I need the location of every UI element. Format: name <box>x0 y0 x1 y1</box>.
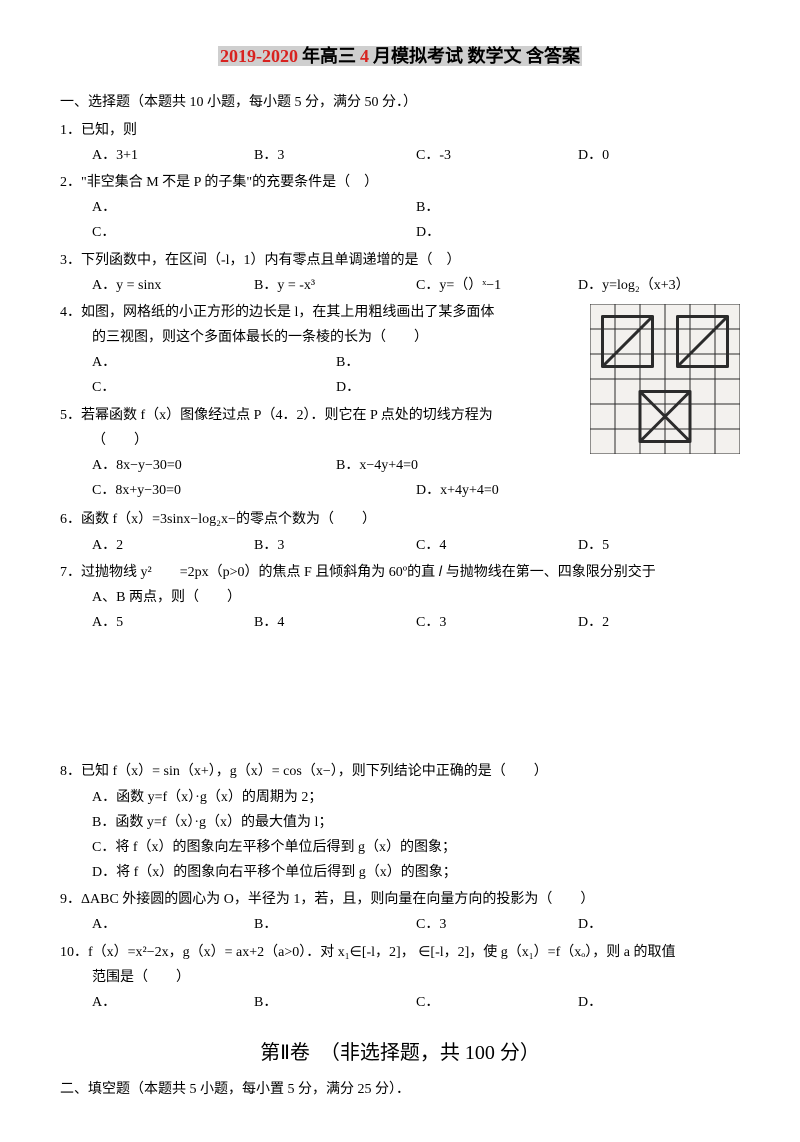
q8-opt-c: C．将 f（x）的图象向左平移个单位后得到 g（x）的图象； <box>60 835 740 860</box>
title-post: 月模拟考试 数学文 含答案 <box>371 46 582 66</box>
q3-opt-b: B．y = -x³ <box>254 273 416 298</box>
q2-opt-c: C． <box>92 220 416 245</box>
q7-opt-d: D．2 <box>578 610 740 635</box>
three-view-figure <box>590 304 740 454</box>
q5-opt-a: A．8x−y−30=0 <box>92 453 336 478</box>
question-8: 8．已知 f（x）= sin（x+），g（x）= cos（x−），则下列结论中正… <box>60 759 740 885</box>
q5-opt-d: D．x+4y+4=0 <box>416 478 740 503</box>
q9-opt-b: B． <box>254 912 416 937</box>
q3-opt-c: C．y=（）ˣ−1 <box>416 273 578 298</box>
q8-opt-b: B．函数 y=f（x）·g（x）的最大值为 l； <box>60 810 740 835</box>
q9-opt-a: A． <box>92 912 254 937</box>
q1-opt-c: C．-3 <box>416 143 578 168</box>
q6-opt-c: C．4 <box>416 533 578 558</box>
q3-stem: 3．下列函数中，在区间（-l，1）内有零点且单调递增的是（ ） <box>60 248 740 273</box>
q7-line2: A、B 两点，则（ ） <box>60 585 740 610</box>
q3-opt-a: A．y = sinx <box>92 273 254 298</box>
doc-title: 2019-2020年高三4月模拟考试 数学文 含答案 <box>60 40 740 72</box>
q1-opt-d: D．0 <box>578 143 740 168</box>
q6-opt-d: D．5 <box>578 533 740 558</box>
title-year: 2019-2020 <box>218 46 300 66</box>
q2-opt-d: D． <box>416 220 740 245</box>
q10-opt-a: A． <box>92 990 254 1015</box>
q9-stem: 9．ΔABC 外接圆的圆心为 O，半径为 1，若，且，则向量在向量方向的投影为（… <box>60 887 740 912</box>
q2-opt-b: B． <box>416 195 740 220</box>
part-2-heading: 第Ⅱ卷 （非选择题，共 100 分） <box>60 1035 740 1071</box>
q9-opt-d: D． <box>578 912 740 937</box>
q9-opt-c: C．3 <box>416 912 578 937</box>
spacing-gap <box>60 637 740 757</box>
q5-opt-b: B．x−4y+4=0 <box>336 453 580 478</box>
q1-opt-a: A．3+1 <box>92 143 254 168</box>
q8-opt-a: A．函数 y=f（x）·g（x）的周期为 2； <box>60 785 740 810</box>
title-month: 4 <box>358 46 371 66</box>
q4-opt-d: D． <box>336 375 580 400</box>
question-3: 3．下列函数中，在区间（-l，1）内有零点且单调递增的是（ ） A．y = si… <box>60 248 740 298</box>
q10-line1: 10．f（x）=x²−2x，g（x）= ax+2（a>0）．对 x₁∈[-l，2… <box>60 940 740 965</box>
q4-opt-a: A． <box>92 350 336 375</box>
q8-opt-d: D．将 f（x）的图象向右平移个单位后得到 g（x）的图象； <box>60 860 740 885</box>
q7-opt-c: C．3 <box>416 610 578 635</box>
q10-opt-b: B． <box>254 990 416 1015</box>
q8-stem: 8．已知 f（x）= sin（x+），g（x）= cos（x−），则下列结论中正… <box>60 759 740 784</box>
q6-opt-b: B．3 <box>254 533 416 558</box>
title-mid: 年高三 <box>300 46 358 66</box>
question-6: 6．函数 f（x）=3sinx−log₂x−的零点个数为（ ） A．2 B．3 … <box>60 507 740 557</box>
question-10: 10．f（x）=x²−2x，g（x）= ax+2（a>0）．对 x₁∈[-l，2… <box>60 940 740 1016</box>
q7-opt-b: B．4 <box>254 610 416 635</box>
q3-opt-d: D．y=log₂（x+3） <box>578 273 740 298</box>
q2-stem: 2．"非空集合 M 不是 P 的子集"的充要条件是（ ） <box>60 170 740 195</box>
question-2: 2．"非空集合 M 不是 P 的子集"的充要条件是（ ） A． B． C． D． <box>60 170 740 246</box>
q2-opt-a: A． <box>92 195 416 220</box>
q4-opt-c: C． <box>92 375 336 400</box>
section-1-heading: 一、选择题（本题共 10 小题，每小题 5 分，满分 50 分．） <box>60 90 740 115</box>
q7-line1: 7．过抛物线 y² =2px（p>0）的焦点 F 且倾斜角为 60º的直 𝑙 与… <box>60 560 740 585</box>
q10-opt-d: D． <box>578 990 740 1015</box>
q6-stem: 6．函数 f（x）=3sinx−log₂x−的零点个数为（ ） <box>60 507 740 532</box>
question-7: 7．过抛物线 y² =2px（p>0）的焦点 F 且倾斜角为 60º的直 𝑙 与… <box>60 560 740 636</box>
section-2-heading: 二、填空题（本题共 5 小题，每小置 5 分，满分 25 分）． <box>60 1077 740 1102</box>
q10-opt-c: C． <box>416 990 578 1015</box>
q7-opt-a: A．5 <box>92 610 254 635</box>
q5-opt-c: C．8x+y−30=0 <box>92 478 416 503</box>
question-1: 1．已知，则 A．3+1 B．3 C．-3 D．0 <box>60 118 740 168</box>
q10-line2: 范围是（ ） <box>60 965 740 990</box>
q1-stem: 1．已知，则 <box>60 118 740 143</box>
q1-opt-b: B．3 <box>254 143 416 168</box>
q4-opt-b: B． <box>336 350 580 375</box>
q6-opt-a: A．2 <box>92 533 254 558</box>
question-9: 9．ΔABC 外接圆的圆心为 O，半径为 1，若，且，则向量在向量方向的投影为（… <box>60 887 740 937</box>
